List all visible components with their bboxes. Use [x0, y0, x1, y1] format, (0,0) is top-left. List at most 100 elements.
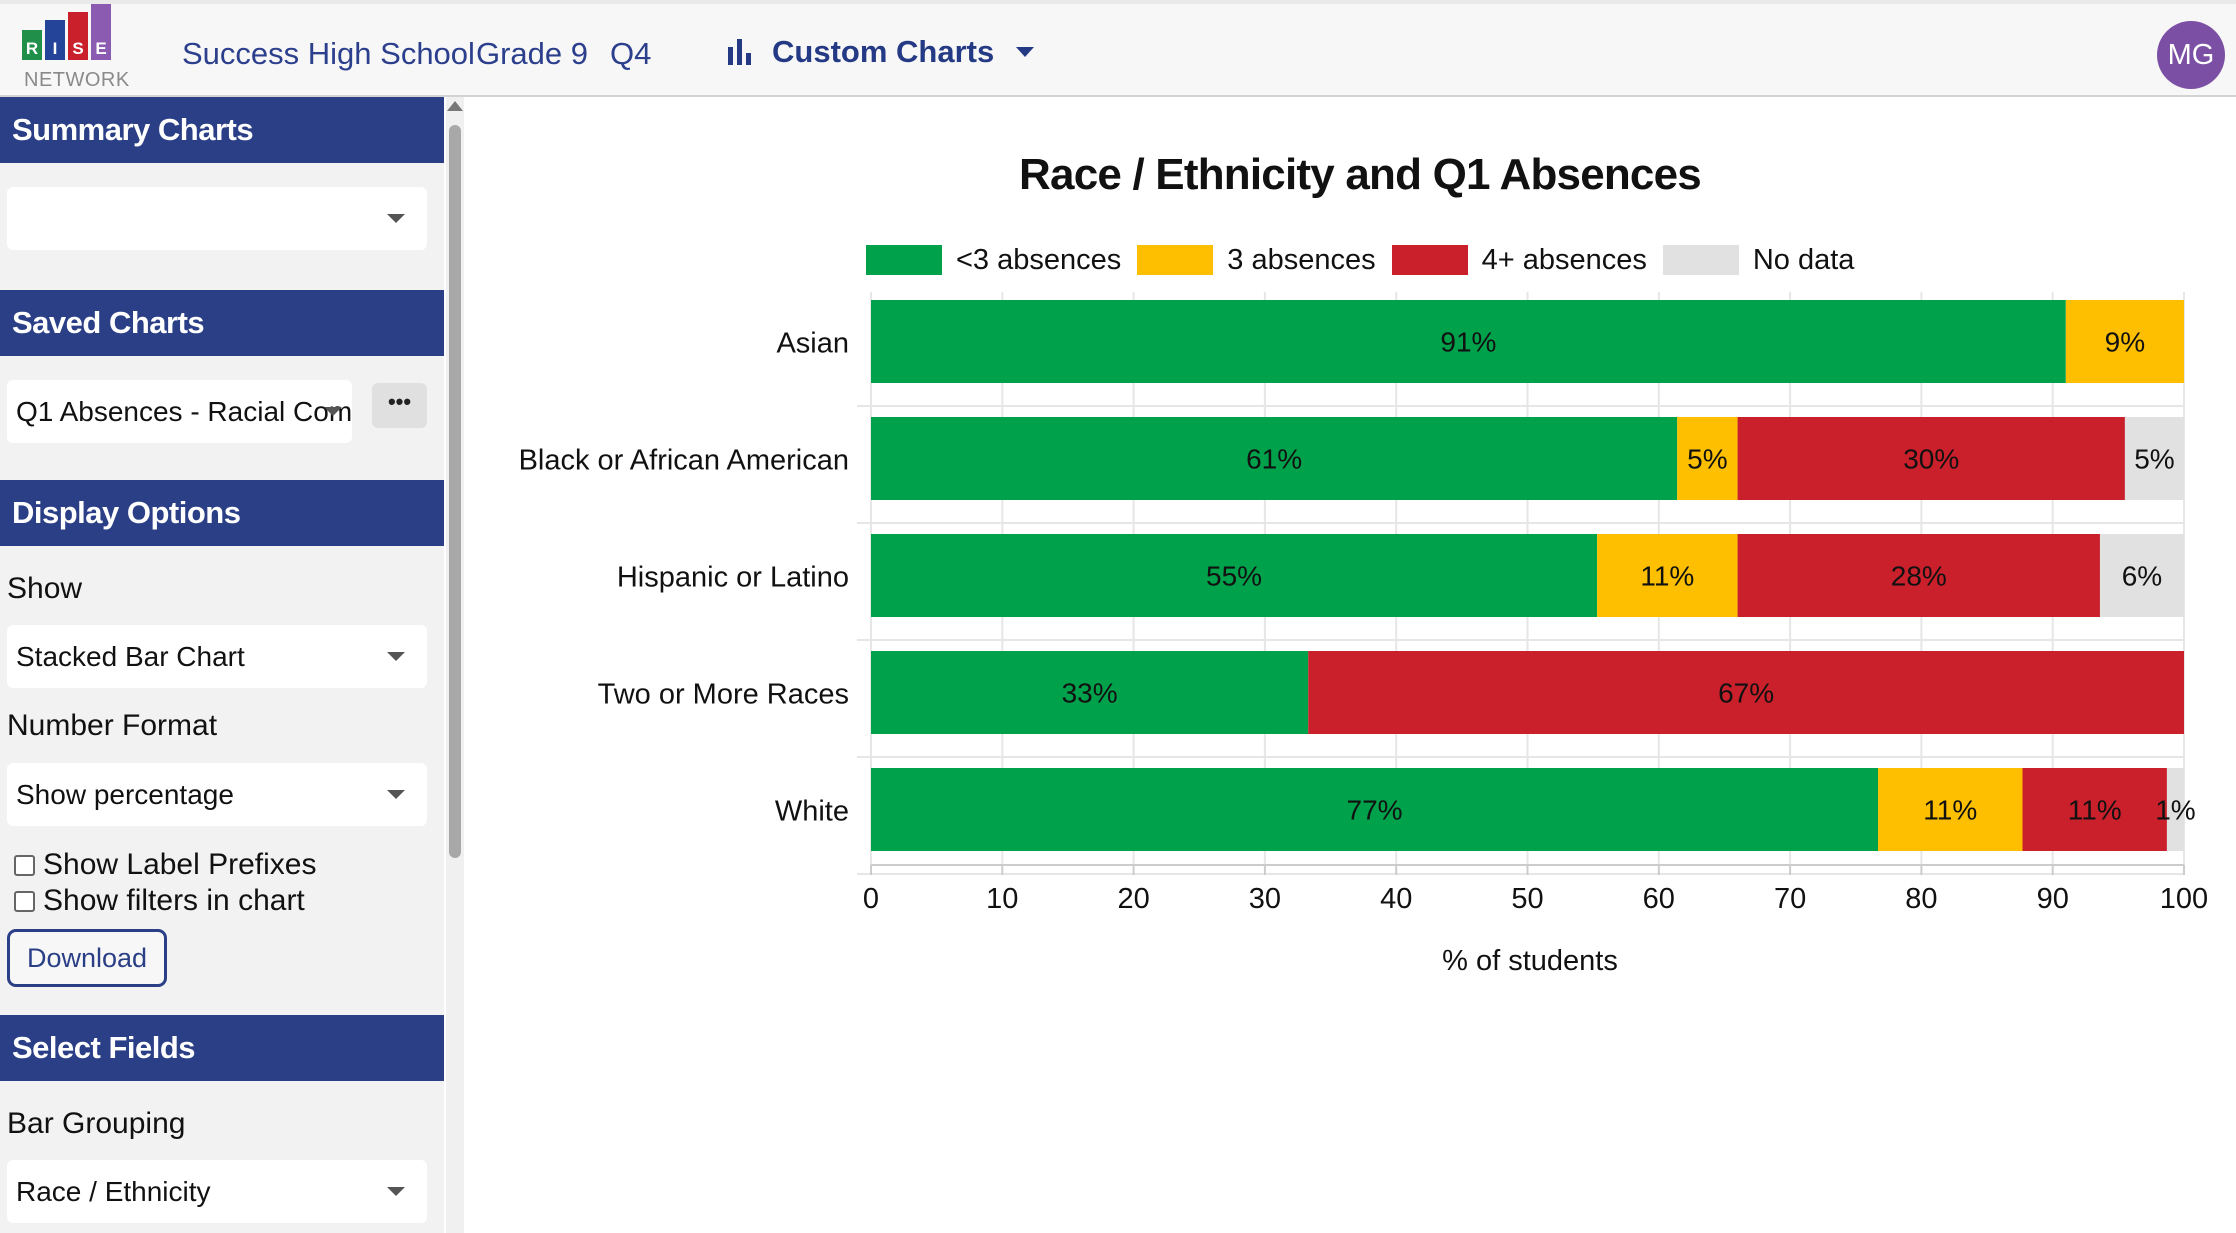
data-label: 28%: [1891, 561, 1947, 592]
data-label: 5%: [1687, 444, 1727, 475]
x-tick-label: 50: [1511, 883, 1543, 915]
data-label: 30%: [1903, 444, 1959, 475]
x-axis-label: % of students: [1442, 945, 1618, 977]
logo-letter: I: [52, 39, 58, 58]
data-label: 91%: [1440, 327, 1496, 358]
x-tick-label: 30: [1249, 883, 1281, 915]
x-tick-label: 20: [1117, 883, 1149, 915]
chevron-down-icon: [1016, 47, 1035, 57]
x-tick-label: 70: [1774, 883, 1806, 915]
chevron-down-icon: [387, 652, 405, 661]
user-avatar[interactable]: MG: [2157, 21, 2225, 89]
chart-title: Race / Ethnicity and Q1 Absences: [1019, 150, 1702, 199]
category-label: White: [775, 796, 849, 828]
bar-segment: [2166, 768, 2184, 851]
bar-grouping-label: Bar Grouping: [7, 1107, 186, 1140]
data-label: 61%: [1246, 444, 1302, 475]
school-selector[interactable]: Success High School: [182, 36, 475, 71]
bar-segment: [1597, 534, 1738, 617]
custom-charts-menu[interactable]: Custom Charts: [728, 34, 1035, 70]
bar-segment: [2124, 417, 2184, 500]
number-format-select[interactable]: Show percentage: [7, 763, 427, 826]
bar-segment: [1737, 417, 2125, 500]
logo-bar: [68, 12, 88, 60]
select-fields-header: Select Fields: [0, 1015, 444, 1081]
data-label: 67%: [1718, 678, 1774, 709]
bar-segment: [2022, 768, 2167, 851]
label-prefixes-checkbox[interactable]: [14, 854, 35, 876]
logo-letter: R: [25, 39, 39, 58]
legend-label: No data: [1752, 243, 1855, 276]
scroll-up-arrow-icon[interactable]: [447, 101, 463, 111]
data-label: 9%: [2105, 327, 2145, 358]
label-prefixes-option[interactable]: Show Label Prefixes: [14, 848, 317, 882]
grade-selector[interactable]: Grade 9: [476, 36, 589, 71]
bar-segment: [871, 768, 1879, 851]
legend-label: 4+ absences: [1481, 243, 1647, 276]
data-label: 1%: [2155, 795, 2195, 826]
logo-subtitle: NETWORK: [24, 69, 130, 91]
bar-segment: [871, 534, 1598, 617]
legend-item[interactable]: 4+ absences: [1391, 243, 1647, 277]
x-tick-label: 10: [986, 883, 1018, 915]
category-label: Black or African American: [519, 445, 849, 477]
saved-charts-value: Q1 Absences - Racial Comp: [16, 396, 352, 427]
chevron-down-icon: [387, 1187, 405, 1196]
x-tick-label: 0: [863, 883, 879, 915]
data-label: 11%: [1640, 561, 1694, 592]
data-label: 5%: [2134, 444, 2174, 475]
bar-grouping-select[interactable]: Race / Ethnicity: [7, 1160, 427, 1223]
filters-in-chart-checkbox[interactable]: [14, 890, 35, 912]
quarter-selector[interactable]: Q4: [610, 36, 652, 71]
data-label: 11%: [2068, 795, 2122, 826]
x-tick-label: 40: [1380, 883, 1412, 915]
bar-segment: [1677, 417, 1738, 500]
legend-swatch: [866, 245, 942, 275]
bar-segment: [1308, 651, 2184, 734]
bar-segment: [871, 300, 2066, 383]
chart-type-value: Stacked Bar Chart: [16, 641, 245, 672]
legend-item[interactable]: 3 absences: [1137, 243, 1376, 277]
legend-item[interactable]: No data: [1662, 243, 1855, 277]
data-label: 77%: [1347, 795, 1403, 826]
chevron-down-icon: [387, 790, 405, 799]
label-prefixes-text: Show Label Prefixes: [43, 848, 317, 881]
chart-legend: <3 absences 3 absences 4+ absences No da…: [866, 240, 1870, 280]
x-tick-label: 60: [1643, 883, 1675, 915]
logo-bar: [22, 30, 42, 60]
display-options-header: Display Options: [0, 480, 444, 546]
filters-in-chart-option[interactable]: Show filters in chart: [14, 884, 305, 918]
legend-item[interactable]: <3 absences: [866, 244, 1121, 277]
x-tick-label: 90: [2037, 883, 2069, 915]
summary-charts-select[interactable]: [7, 187, 427, 250]
logo-bar: [91, 4, 111, 60]
download-button[interactable]: Download: [7, 929, 167, 987]
data-label: 33%: [1062, 678, 1118, 709]
bar-chart-icon: [728, 39, 751, 65]
bar-segment: [1737, 534, 2100, 617]
bar-segment: [871, 417, 1678, 500]
data-label: 6%: [2122, 561, 2162, 592]
category-label: Asian: [776, 328, 849, 360]
legend-swatch: [1137, 245, 1214, 275]
number-format-value: Show percentage: [16, 779, 234, 810]
logo-letter: E: [95, 39, 107, 58]
bar-grouping-value: Race / Ethnicity: [16, 1176, 211, 1207]
chevron-down-icon: [324, 407, 342, 416]
number-format-label: Number Format: [7, 709, 218, 742]
sidebar-scroll-thumb[interactable]: [449, 125, 461, 858]
show-label: Show: [7, 572, 83, 605]
legend-label: <3 absences: [956, 243, 1122, 276]
logo-bar: [45, 20, 65, 60]
rise-network-logo[interactable]: R I S E NETWORK: [22, 4, 132, 94]
saved-charts-header: Saved Charts: [0, 290, 444, 356]
more-options-button[interactable]: •••: [372, 383, 427, 428]
legend-label: 3 absences: [1227, 243, 1376, 276]
category-label: Two or More Races: [598, 679, 849, 711]
legend-swatch: [1662, 245, 1739, 275]
top-bar: R I S E NETWORK Success High School Grad…: [0, 0, 2236, 97]
sidebar: Summary Charts Saved Charts Q1 Absences …: [0, 97, 444, 1233]
x-tick-label: 80: [1905, 883, 1937, 915]
saved-charts-select[interactable]: Q1 Absences - Racial Comp: [7, 380, 352, 443]
chart-type-select[interactable]: Stacked Bar Chart: [7, 625, 427, 688]
